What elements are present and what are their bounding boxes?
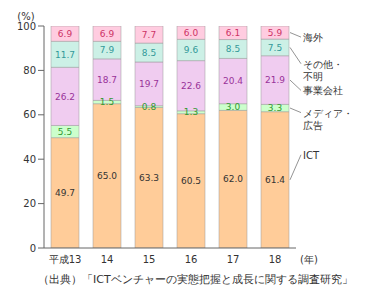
svg-text:ICT: ICT [303,150,320,161]
svg-text:メディア・: メディア・ [303,108,353,119]
svg-text:8.5: 8.5 [226,44,240,54]
svg-text:14: 14 [101,254,114,265]
svg-text:不明: 不明 [303,71,323,82]
svg-text:26.2: 26.2 [55,92,75,102]
svg-text:20: 20 [23,198,36,209]
svg-text:16: 16 [185,254,198,265]
svg-text:7.5: 7.5 [268,43,282,53]
svg-text:8.5: 8.5 [142,48,156,58]
svg-text:6.9: 6.9 [100,29,115,39]
svg-text:5.5: 5.5 [58,127,72,137]
svg-text:3.3: 3.3 [268,103,282,113]
svg-text:平成13: 平成13 [49,254,82,265]
svg-text:(%): (%) [17,11,34,22]
svg-text:60: 60 [23,109,36,120]
svg-text:6.9: 6.9 [58,29,73,39]
svg-text:1.3: 1.3 [184,107,198,117]
svg-text:60.5: 60.5 [181,176,201,186]
svg-text:事業会社: 事業会社 [303,85,343,96]
svg-text:15: 15 [143,254,156,265]
svg-text:9.6: 9.6 [184,45,199,55]
svg-text:海外: 海外 [303,32,323,43]
svg-text:広告: 広告 [303,120,323,131]
svg-text:5.9: 5.9 [268,28,283,38]
svg-text:19.7: 19.7 [139,79,159,89]
svg-text:63.3: 63.3 [139,173,159,183]
svg-text:17: 17 [227,254,240,265]
html-text:（出典）「ICTベンチャーの実態把握と成長に関する調査研究」: （出典）「ICTベンチャーの実態把握と成長に関する調査研究」 [38,273,353,286]
svg-text:1.5: 1.5 [100,97,114,107]
svg-text:40: 40 [23,154,36,165]
svg-text:49.7: 49.7 [55,188,75,198]
svg-text:6.1: 6.1 [226,28,240,38]
svg-text:20.4: 20.4 [223,76,243,86]
svg-text:62.0: 62.0 [223,174,243,184]
svg-text:100: 100 [17,21,36,32]
svg-text:65.0: 65.0 [97,171,117,181]
svg-text:80: 80 [23,65,36,76]
svg-text:18: 18 [269,254,282,265]
svg-text:18.7: 18.7 [97,75,117,85]
svg-text:61.4: 61.4 [265,175,285,185]
svg-text:21.9: 21.9 [265,75,285,85]
svg-text:(年): (年) [300,254,318,265]
svg-text:0.8: 0.8 [142,102,157,112]
svg-text:7.9: 7.9 [100,45,115,55]
svg-text:22.6: 22.6 [181,81,201,91]
svg-text:6.0: 6.0 [184,28,199,38]
svg-text:その他・: その他・ [303,59,343,70]
svg-text:7.7: 7.7 [142,30,156,40]
svg-text:3.0: 3.0 [226,102,241,112]
svg-text:0: 0 [30,243,36,254]
svg-text:11.7: 11.7 [55,50,75,60]
